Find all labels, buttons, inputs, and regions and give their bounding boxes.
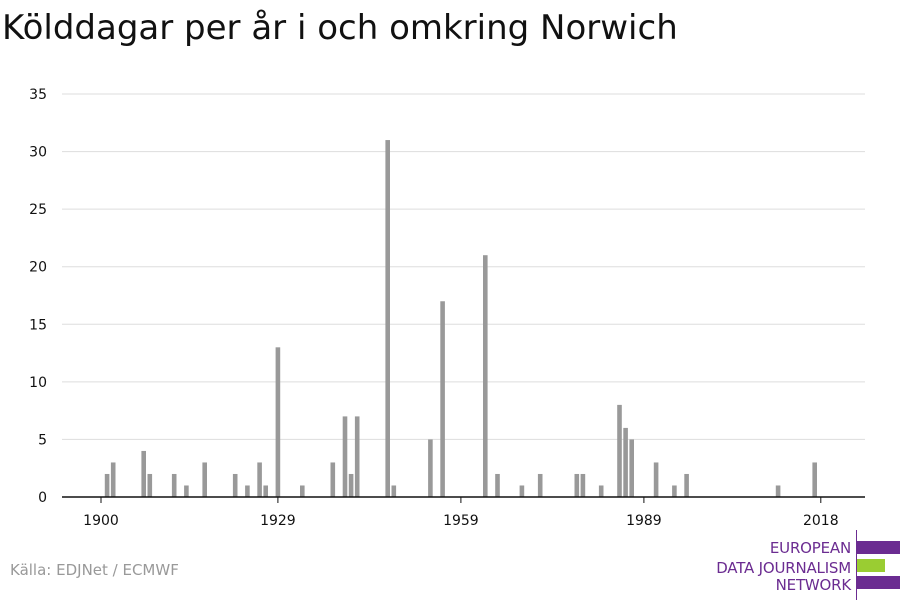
bar-1927 xyxy=(263,485,268,497)
x-tick-label-1900: 1900 xyxy=(83,513,119,529)
bar-1963 xyxy=(483,255,488,497)
logo-bar-purple-top xyxy=(857,541,900,554)
x-tick-label-1989: 1989 xyxy=(626,513,662,529)
bar-1929 xyxy=(275,347,281,497)
bar-1912 xyxy=(171,473,177,497)
bar-1972 xyxy=(537,473,543,497)
bar-1985 xyxy=(617,404,622,497)
bar-1969 xyxy=(519,485,525,497)
bar-1907 xyxy=(141,450,146,497)
y-tick-label-5: 5 xyxy=(38,432,47,448)
logo-divider xyxy=(856,530,857,600)
bar-1978 xyxy=(574,473,580,497)
bar-1979 xyxy=(580,473,586,497)
bar-1947 xyxy=(385,140,390,498)
bar-1982 xyxy=(598,485,604,497)
logo-bar-purple-bottom xyxy=(857,576,900,589)
bar-1914 xyxy=(184,485,189,497)
bar-1996 xyxy=(684,473,689,497)
bar-1948 xyxy=(391,485,397,497)
y-tick-label-10: 10 xyxy=(29,375,47,391)
gridlines xyxy=(62,93,865,440)
bar-1987 xyxy=(629,439,634,497)
bar-1917 xyxy=(202,462,207,497)
bar-1954 xyxy=(428,439,433,497)
bar-1942 xyxy=(354,416,360,497)
source-note: Källa: EDJNet / ECMWF xyxy=(10,561,179,579)
logo-line-1: European xyxy=(769,539,851,557)
bar-2017 xyxy=(812,462,817,497)
x-tick-label-1929: 1929 xyxy=(260,513,296,529)
y-tick-label-0: 0 xyxy=(38,490,47,506)
bar-1901 xyxy=(104,473,110,497)
bar-1940 xyxy=(342,416,348,497)
chart-title: Kölddagar per år i och omkring Norwich xyxy=(2,8,678,48)
bar-1941 xyxy=(348,473,354,497)
bars xyxy=(104,140,817,498)
y-tick-labels: 0 5 10 15 20 25 30 35 xyxy=(29,87,47,506)
bar-1933 xyxy=(300,485,305,497)
logo-line-2: Data Journalism xyxy=(716,559,851,577)
edjnet-logo: European Data Journalism Network xyxy=(700,530,900,600)
y-tick-label-35: 35 xyxy=(29,87,47,103)
x-axis xyxy=(62,496,865,503)
bar-1965 xyxy=(495,473,500,497)
bar-1994 xyxy=(672,485,677,497)
bar-1938 xyxy=(330,462,336,497)
y-tick-label-30: 30 xyxy=(29,145,47,161)
bar-2011 xyxy=(775,485,781,497)
bar-1926 xyxy=(257,462,262,497)
x-tick-label-2018: 2018 xyxy=(803,513,839,529)
x-tick-labels: 1900 1929 1959 1989 2018 xyxy=(83,513,838,529)
y-tick-label-20: 20 xyxy=(29,260,47,276)
x-tick-label-1959: 1959 xyxy=(443,513,479,529)
bar-1924 xyxy=(245,485,250,497)
y-tick-label-25: 25 xyxy=(29,202,47,218)
bar-1986 xyxy=(623,427,628,497)
bar-1991 xyxy=(653,462,659,497)
y-tick-label-15: 15 xyxy=(29,317,47,333)
bar-1908 xyxy=(147,473,153,497)
logo-bar-green xyxy=(857,559,885,572)
logo-line-3: Network xyxy=(775,576,852,594)
bar-1902 xyxy=(110,462,116,497)
bar-1956 xyxy=(440,301,445,497)
bar-1922 xyxy=(232,473,238,497)
